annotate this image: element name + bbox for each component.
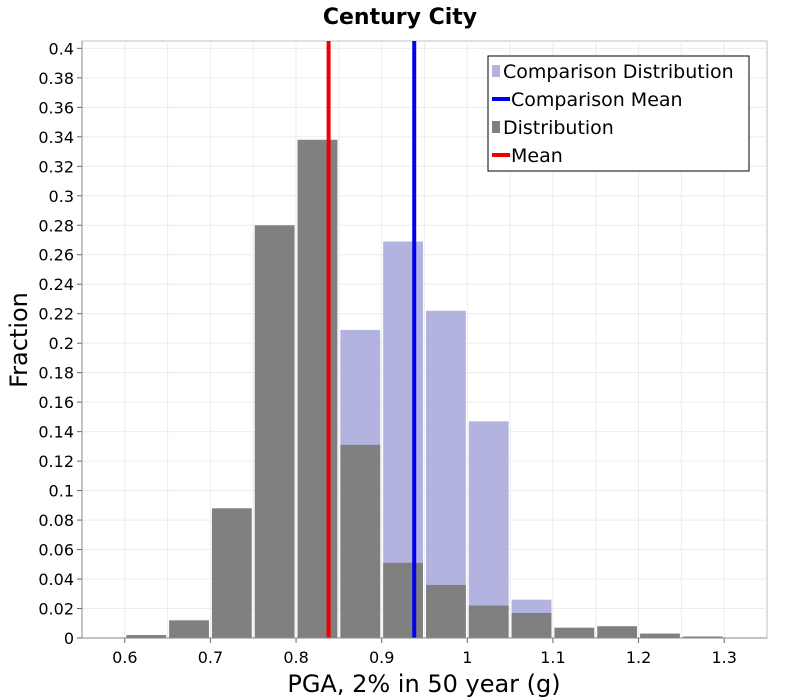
mean-lines bbox=[326, 41, 417, 638]
distribution-bar bbox=[640, 633, 680, 638]
y-tick-label: 0.04 bbox=[38, 570, 74, 589]
distribution-bar bbox=[383, 562, 423, 638]
x-tick-label: 1.1 bbox=[540, 648, 565, 667]
distribution-bar bbox=[340, 444, 381, 638]
legend-entry: Distribution bbox=[503, 117, 614, 139]
distribution-bar bbox=[297, 139, 338, 638]
legend-swatch bbox=[492, 153, 510, 157]
y-tick-label: 0.4 bbox=[49, 39, 74, 58]
legend-entry: Comparison Mean bbox=[511, 89, 683, 111]
x-tick-label: 1 bbox=[462, 648, 472, 667]
distribution-bar bbox=[211, 508, 252, 638]
y-tick-label: 0.12 bbox=[38, 452, 74, 471]
legend-swatch bbox=[492, 97, 510, 101]
distribution-bar bbox=[597, 626, 638, 638]
y-tick-label: 0.26 bbox=[38, 246, 74, 265]
comparison-bar bbox=[426, 310, 466, 638]
distribution-bars bbox=[126, 139, 723, 638]
legend: Comparison Distribution Comparison Mean Di… bbox=[487, 55, 750, 172]
legend-box bbox=[487, 55, 750, 172]
x-tick-label: 0.9 bbox=[369, 648, 394, 667]
y-tick-label: 0.28 bbox=[38, 216, 74, 235]
legend-swatch bbox=[492, 65, 500, 77]
x-tick-label: 0.7 bbox=[198, 648, 223, 667]
distribution-bar bbox=[554, 627, 595, 638]
y-tick-label: 0 bbox=[64, 629, 74, 648]
y-tick-label: 0.38 bbox=[38, 69, 74, 88]
y-tick-label: 0.3 bbox=[49, 187, 74, 206]
legend-swatch bbox=[492, 121, 500, 133]
y-tick-label: 0.34 bbox=[38, 128, 74, 147]
y-tick-label: 0.16 bbox=[38, 393, 74, 412]
legend-entry: Mean bbox=[511, 145, 563, 167]
chart-title: Century City bbox=[323, 5, 477, 30]
y-tick-label: 0.18 bbox=[38, 364, 74, 383]
y-tick-label: 0.24 bbox=[38, 275, 74, 294]
y-tick-label: 0.32 bbox=[38, 157, 74, 176]
distribution-bar bbox=[682, 636, 723, 638]
comparison-bar bbox=[468, 421, 509, 638]
legend-entry: Comparison Distribution bbox=[503, 61, 734, 83]
y-tick-label: 0.36 bbox=[38, 98, 74, 117]
axes bbox=[77, 41, 767, 643]
y-tick-label: 0.08 bbox=[38, 511, 74, 530]
distribution-bar bbox=[254, 225, 295, 638]
x-tick-label: 0.8 bbox=[283, 648, 308, 667]
x-tick-label: 0.6 bbox=[112, 648, 137, 667]
x-axis-label: PGA, 2% in 50 year (g) bbox=[287, 670, 560, 698]
distribution-bar bbox=[468, 605, 509, 638]
y-tick-label: 0.2 bbox=[49, 334, 74, 353]
x-tick-labels: 0.6 0.7 0.8 0.9 1 1.1 1.2 1.3 bbox=[112, 648, 737, 667]
distribution-bar bbox=[426, 584, 466, 638]
y-tick-labels: 0 0.02 0.04 0.06 0.08 0.1 0.12 0.14 0.16 0.18 0.2 0… bbox=[38, 39, 74, 648]
y-tick-label: 0.14 bbox=[38, 423, 74, 442]
y-axis-label: Fraction bbox=[5, 292, 33, 388]
distribution-bar bbox=[511, 612, 552, 638]
y-tick-label: 0.1 bbox=[49, 482, 74, 501]
y-tick-label: 0.02 bbox=[38, 600, 74, 619]
x-tick-label: 1.3 bbox=[711, 648, 736, 667]
y-tick-label: 0.06 bbox=[38, 541, 74, 560]
distribution-bar bbox=[169, 620, 209, 638]
y-tick-label: 0.22 bbox=[38, 305, 74, 324]
distribution-bar bbox=[126, 635, 167, 638]
x-tick-label: 1.2 bbox=[626, 648, 651, 667]
